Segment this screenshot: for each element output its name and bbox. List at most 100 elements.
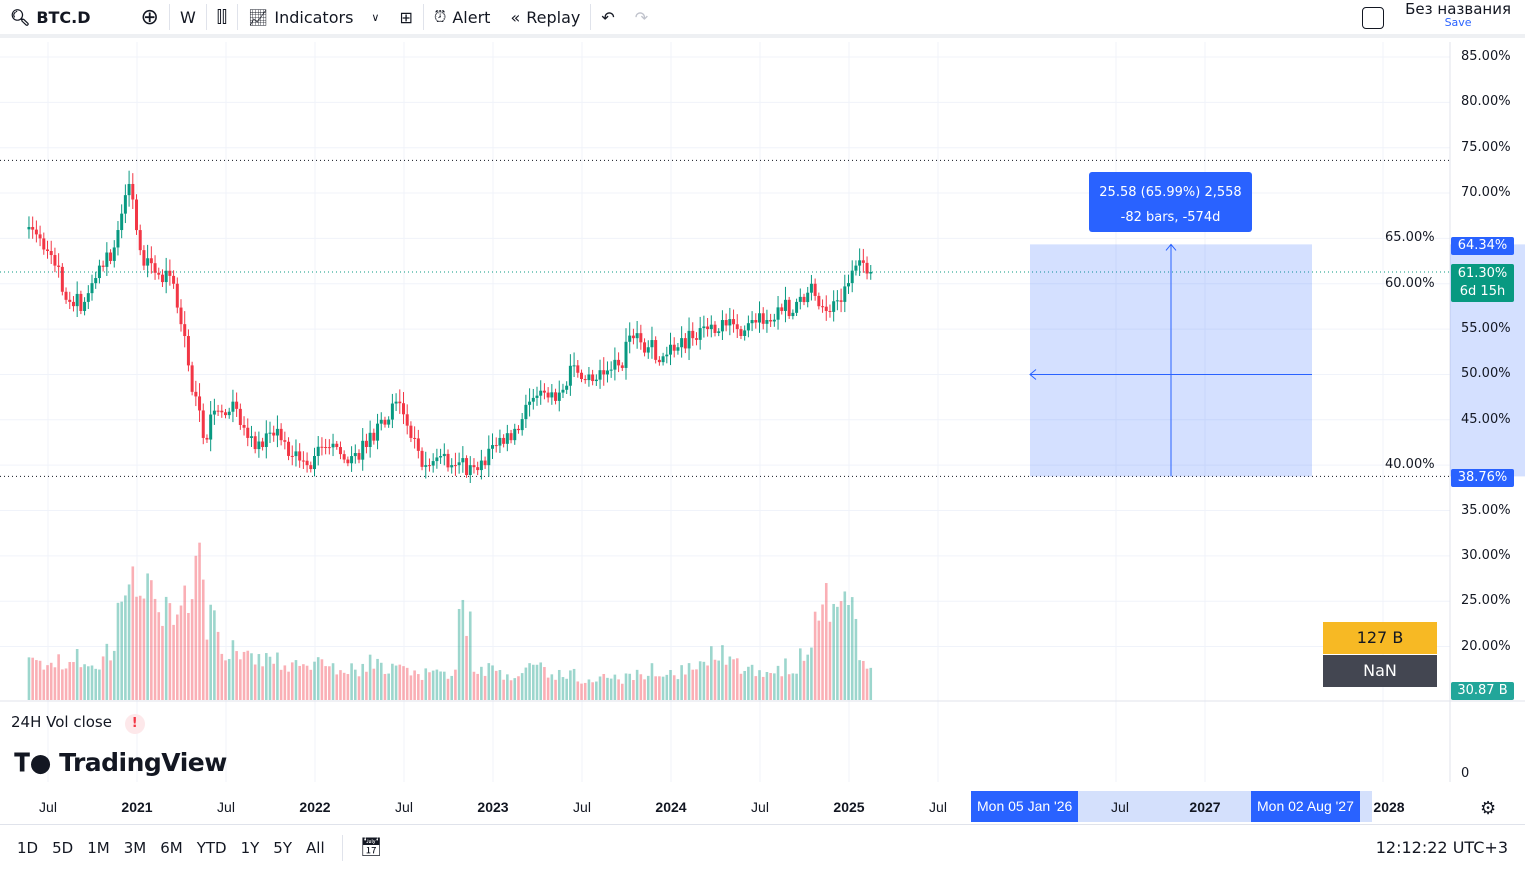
candle-body <box>854 265 858 271</box>
settings-gear-icon[interactable]: ⚙ <box>1480 798 1497 819</box>
volume-bar <box>361 663 365 700</box>
candle-body <box>313 455 317 470</box>
candle-body <box>528 401 532 405</box>
layouts-button[interactable]: ⊞ <box>389 0 422 36</box>
candle-body <box>424 465 428 467</box>
volume-bar <box>172 624 175 700</box>
candle-body <box>64 291 68 300</box>
volume-bar <box>606 677 609 700</box>
clock[interactable]: 12:12:22 UTC+3 <box>1375 838 1508 857</box>
time-axis-label: Jul <box>217 799 235 815</box>
chart-type-button[interactable]: ⫿⫿ <box>207 0 237 36</box>
tv-logo-icon: 𝐓● <box>14 748 51 777</box>
candle-body <box>787 299 791 317</box>
candle-body <box>861 260 865 263</box>
countdown: 6d 15h <box>1459 284 1506 299</box>
volume-bar <box>283 665 287 700</box>
alert-button[interactable]: ⏰︎ Alert <box>424 0 501 36</box>
volume-bar <box>713 659 717 700</box>
candle-body <box>524 404 528 420</box>
candle-body <box>212 410 216 415</box>
candle-body <box>94 278 98 284</box>
volume-legend[interactable]: 24H Vol close ! <box>11 713 145 734</box>
volume-bar <box>494 670 498 700</box>
volume-bar <box>331 663 335 700</box>
layout-checkbox[interactable] <box>1362 7 1384 29</box>
price-axis-label: 30.00% <box>1461 547 1511 563</box>
replay-button[interactable]: «Replay <box>500 0 590 36</box>
candle-body <box>717 331 721 333</box>
volume-bar <box>595 681 598 700</box>
range-button-5d[interactable]: 5D <box>52 838 74 857</box>
alarm-clock-icon: ⏰︎ <box>433 7 447 26</box>
candle-body <box>754 320 758 323</box>
candle-body <box>824 306 828 311</box>
candle-body <box>372 432 376 441</box>
save-layout-button[interactable]: Без названия Save <box>1405 0 1511 29</box>
candle-body <box>57 265 61 267</box>
symbol-search[interactable]: 🔍︎ BTC.D <box>0 0 101 36</box>
candle-body <box>565 385 569 390</box>
volume-bar <box>201 579 205 700</box>
volume-bar <box>557 669 561 700</box>
volume-bar <box>798 648 802 700</box>
range-button-all[interactable]: All <box>306 838 325 857</box>
calendar-goto-icon[interactable]: 📅︎ <box>359 837 383 858</box>
warning-icon[interactable]: ! <box>124 714 145 734</box>
volume-bar <box>417 674 420 700</box>
volume-bar <box>509 680 513 700</box>
range-button-1y[interactable]: 1Y <box>240 838 260 857</box>
candle-body <box>791 312 795 317</box>
candle-body <box>457 462 461 466</box>
range-button-1d[interactable]: 1D <box>17 838 39 857</box>
volume-bar <box>242 651 246 700</box>
layout-name: Без названия <box>1405 0 1511 18</box>
price-axis-label: 55.00% <box>1461 321 1511 337</box>
volume-bar <box>483 675 487 700</box>
candle-body <box>643 342 647 353</box>
candle-body <box>580 372 584 380</box>
indicators-button[interactable]: 📈︎ Indicators ∨ <box>238 0 389 36</box>
candle-body <box>487 448 491 466</box>
volume-bar <box>101 656 105 700</box>
candle-body <box>164 270 168 283</box>
volume-bar <box>316 657 320 700</box>
volume-bar <box>235 651 238 700</box>
candle-body <box>368 432 372 448</box>
volume-bar <box>187 612 190 700</box>
candle-body <box>750 320 754 324</box>
candle-body <box>420 450 424 467</box>
candle-body <box>338 447 342 455</box>
candle-body <box>502 437 506 444</box>
indicators-icon: 📈︎ <box>248 7 269 27</box>
range-button-ytd[interactable]: YTD <box>196 838 227 857</box>
volume-bar <box>64 668 68 700</box>
time-axis-label: Jul <box>929 799 947 815</box>
range-button-3m[interactable]: 3M <box>123 838 147 857</box>
candle-body <box>71 301 75 307</box>
divider <box>205 4 207 30</box>
time-axis-label: 2024 <box>655 799 687 815</box>
volume-bar <box>739 673 743 700</box>
price-chart[interactable] <box>0 42 1525 824</box>
range-button-1m[interactable]: 1M <box>87 838 110 857</box>
candle-body <box>361 440 365 460</box>
volume-bar <box>531 664 535 700</box>
undo-button[interactable]: ↶ <box>591 0 624 36</box>
chevron-down-icon[interactable]: ∨ <box>371 10 380 24</box>
candle-body <box>109 252 113 261</box>
divider <box>422 4 424 30</box>
candle-body <box>105 252 109 267</box>
candle-body <box>746 323 750 331</box>
compare-button[interactable]: ⊕ <box>131 0 169 36</box>
candle-body <box>732 319 736 325</box>
range-button-6m[interactable]: 6M <box>160 838 183 857</box>
interval-button[interactable]: W <box>170 0 206 36</box>
volume-bar <box>298 665 301 700</box>
redo-button[interactable]: ↷ <box>625 0 658 36</box>
tradingview-logo[interactable]: 𝐓● TradingView <box>14 748 227 778</box>
volume-bar <box>109 660 112 700</box>
range-button-5y[interactable]: 5Y <box>273 838 293 857</box>
candle-body <box>275 428 279 436</box>
candle-body <box>146 258 150 266</box>
